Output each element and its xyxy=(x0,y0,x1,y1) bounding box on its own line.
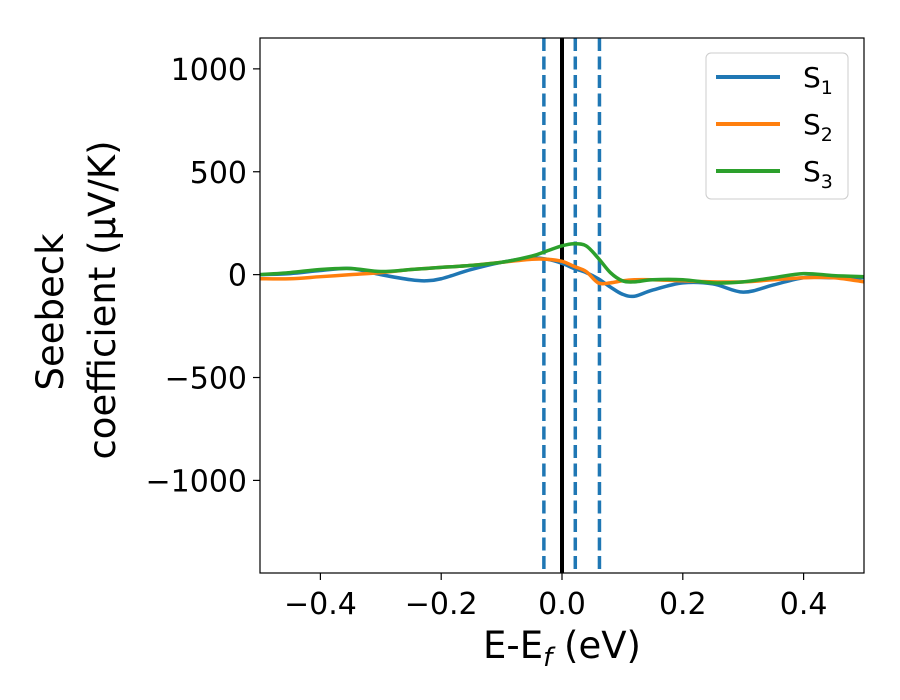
legend: S1 S2 S3 xyxy=(705,52,849,200)
y-axis: 1000 500 0 −500 −1000 xyxy=(146,53,260,499)
legend-label-s3: S3 xyxy=(803,155,833,193)
y-tick-label: −500 xyxy=(165,362,247,397)
y-axis-label-line2: coefficient (μV/K) xyxy=(81,140,124,459)
legend-label-s2: S2 xyxy=(803,108,833,146)
x-tick-label: −0.2 xyxy=(405,587,478,622)
y-axis-label: Seebeck coefficient (μV/K) xyxy=(29,140,124,459)
legend-label-s1: S1 xyxy=(803,61,833,99)
x-tick-label: 0.0 xyxy=(538,587,586,622)
y-tick-label: −1000 xyxy=(146,464,247,499)
x-tick-label: 0.4 xyxy=(780,587,828,622)
x-tick-label: 0.2 xyxy=(659,587,707,622)
series-line-s1 xyxy=(260,256,864,299)
x-tick-label: −0.4 xyxy=(284,587,357,622)
x-axis: −0.4 −0.2 0.0 0.2 0.4 xyxy=(284,573,827,622)
x-axis-label: E-Ef (eV) xyxy=(483,624,641,673)
reference-lines xyxy=(542,38,602,573)
y-tick-label: 0 xyxy=(228,259,247,294)
series-group xyxy=(260,242,864,299)
y-tick-label: 1000 xyxy=(171,53,247,88)
y-tick-label: 500 xyxy=(190,156,247,191)
series-line-s3 xyxy=(260,242,864,285)
y-axis-label-line1: Seebeck xyxy=(29,233,72,391)
